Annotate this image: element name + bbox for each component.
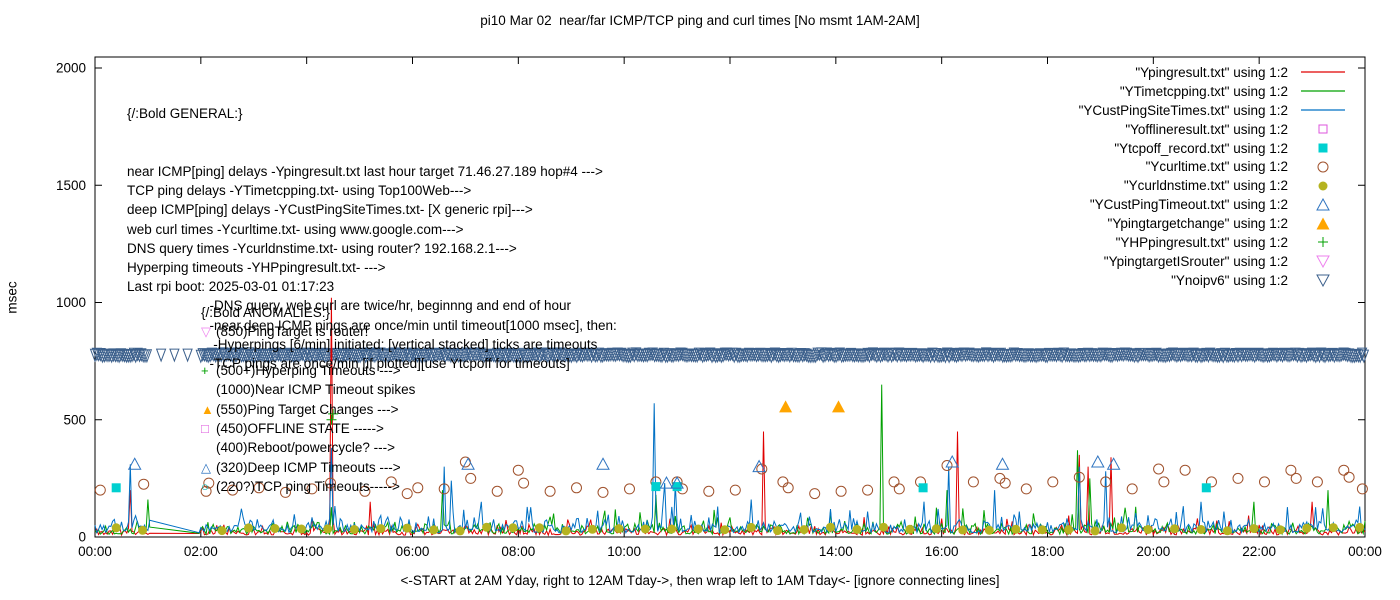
general-heading: {/:Bold GENERAL:} xyxy=(127,106,243,122)
svg-text:08:00: 08:00 xyxy=(501,544,535,559)
svg-text:10:00: 10:00 xyxy=(607,544,641,559)
legend-entry: "YCustPingTimeout.txt" using 1:2 xyxy=(1079,195,1348,214)
general-line: web curl times -Ycurltime.txt- using www… xyxy=(127,221,464,237)
anomaly-item: □ (450)OFFLINE STATE -----> xyxy=(201,419,415,438)
general-annotations: {/:Bold GENERAL:} near ICMP[ping] delays… xyxy=(127,66,617,412)
anomaly-text: (220?)TCP ping Timeouts-----> xyxy=(216,479,400,495)
svg-text:00:00: 00:00 xyxy=(1348,544,1382,559)
anomaly-item: ▲ (550)Ping Target Changes ---> xyxy=(201,400,415,419)
svg-text:00:00: 00:00 xyxy=(78,544,112,559)
svg-text:1000: 1000 xyxy=(56,295,86,310)
y-axis-label: msec xyxy=(4,281,20,314)
legend-entry-label: "Yofflineresult.txt" using 1:2 xyxy=(1125,121,1288,137)
legend-line-sample-icon xyxy=(1298,65,1348,79)
svg-text:18:00: 18:00 xyxy=(1031,544,1065,559)
legend-entry: "Ycurltime.txt" using 1:2 xyxy=(1079,157,1348,176)
legend-entry: "Ypingtargetchange" using 1:2 xyxy=(1079,214,1348,233)
general-line: Hyperping timeouts -YHPpingresult.txt- -… xyxy=(127,260,386,276)
svg-text:20:00: 20:00 xyxy=(1136,544,1170,559)
legend-entry-label: "Ycurltime.txt" using 1:2 xyxy=(1145,159,1288,175)
legend-entry-label: "Ytcpoff_record.txt" using 1:2 xyxy=(1114,140,1288,156)
chart-legend: "Ypingresult.txt" using 1:2 "YTimetcpping… xyxy=(1079,63,1348,290)
anomaly-item: ○ (220?)TCP ping Timeouts-----> xyxy=(201,477,415,496)
legend-entry-label: "Ycurldnstime.txt" using 1:2 xyxy=(1123,178,1288,194)
anomaly-marker-icon: + xyxy=(201,362,209,378)
legend-entry: "Yofflineresult.txt" using 1:2 xyxy=(1079,120,1348,139)
anomaly-marker-icon: ○ xyxy=(201,479,209,495)
legend-entry: "Ytcpoff_record.txt" using 1:2 xyxy=(1079,139,1348,158)
x-axis-label: <-START at 2AM Yday, right to 12AM Tday-… xyxy=(400,573,1000,588)
legend-marker-icon xyxy=(1298,273,1348,288)
svg-text:02:00: 02:00 xyxy=(184,544,218,559)
legend-marker-icon xyxy=(1298,122,1348,136)
legend-marker-icon xyxy=(1298,235,1348,249)
anomaly-text: (320)Deep ICMP Timeouts ---> xyxy=(216,459,401,475)
svg-text:06:00: 06:00 xyxy=(396,544,430,559)
anomaly-marker-icon: ▽ xyxy=(201,324,211,340)
legend-entry: "Ypingresult.txt" using 1:2 xyxy=(1079,63,1348,82)
anomaly-text: (550)Ping Target Changes ---> xyxy=(216,401,399,417)
legend-entry-label: "YpingtargetISrouter" using 1:2 xyxy=(1103,253,1288,269)
anomaly-text: (850)PingTarget is router! xyxy=(216,324,369,340)
legend-entry-label: "Ypingtargetchange" using 1:2 xyxy=(1107,216,1288,232)
svg-text:14:00: 14:00 xyxy=(819,544,853,559)
legend-entry: "YpingtargetISrouter" using 1:2 xyxy=(1079,252,1348,271)
svg-text:0: 0 xyxy=(78,530,86,545)
svg-text:12:00: 12:00 xyxy=(713,544,747,559)
svg-text:22:00: 22:00 xyxy=(1242,544,1276,559)
legend-entry-label: "Ynoipv6" using 1:2 xyxy=(1171,272,1288,288)
legend-marker-icon xyxy=(1298,141,1348,155)
anomaly-marker-icon: △ xyxy=(201,459,211,475)
legend-marker-icon xyxy=(1298,179,1348,193)
anomaly-item: (1000)Near ICMP Timeout spikes xyxy=(201,380,415,399)
anomaly-item: + (500+)Hyperping Timeouts ---> xyxy=(201,361,415,380)
anomaly-marker-icon: ▲ xyxy=(201,401,214,417)
legend-marker-icon xyxy=(1298,160,1348,174)
chart-title: pi10 Mar 02 near/far ICMP/TCP ping and c… xyxy=(480,13,920,28)
legend-entry: "YTimetcpping.txt" using 1:2 xyxy=(1079,82,1348,101)
legend-entry-label: "Ypingresult.txt" using 1:2 xyxy=(1135,64,1288,80)
legend-line-sample-icon xyxy=(1298,103,1348,117)
svg-text:04:00: 04:00 xyxy=(290,544,324,559)
legend-entry: "YHPpingresult.txt" using 1:2 xyxy=(1079,233,1348,252)
general-line: DNS query times -Ycurldnstime.txt- using… xyxy=(127,240,517,256)
anomaly-text: (1000)Near ICMP Timeout spikes xyxy=(216,382,416,398)
legend-entry: "Ycurldnstime.txt" using 1:2 xyxy=(1079,176,1348,195)
anomaly-text: (500+)Hyperping Timeouts ---> xyxy=(216,362,401,378)
general-line: TCP ping delays -YTimetcpping.txt- using… xyxy=(127,183,472,199)
general-line: -DNS query, web curl are twice/hr, begin… xyxy=(127,298,571,314)
legend-entry: "Ynoipv6" using 1:2 xyxy=(1079,271,1348,290)
legend-marker-icon xyxy=(1298,197,1348,212)
general-line: near ICMP[ping] delays -Ypingresult.txt … xyxy=(127,164,603,180)
anomaly-marker-icon: □ xyxy=(201,421,209,437)
general-line: -Hyperpings [6/min] initiated; [vertical… xyxy=(127,336,598,352)
general-line: deep ICMP[ping] delays -YCustPingSiteTim… xyxy=(127,202,533,218)
legend-entry-label: "YHPpingresult.txt" using 1:2 xyxy=(1115,234,1288,250)
legend-entry-label: "YCustPingSiteTimes.txt" using 1:2 xyxy=(1078,102,1288,118)
legend-entry: "YCustPingSiteTimes.txt" using 1:2 xyxy=(1079,101,1348,120)
legend-entry-label: "YTimetcpping.txt" using 1:2 xyxy=(1119,83,1288,99)
general-line: -TCP pings are once/min [if plotted][use… xyxy=(127,356,570,372)
anomalies-heading: {/:Bold ANOMALIES:} xyxy=(201,305,331,320)
anomaly-text: (450)OFFLINE STATE -----> xyxy=(216,421,384,437)
anomaly-item: ▽ (850)PingTarget is router! xyxy=(201,322,415,341)
legend-entry-label: "YCustPingTimeout.txt" using 1:2 xyxy=(1089,197,1288,213)
svg-text:16:00: 16:00 xyxy=(925,544,959,559)
anomaly-annotations: {/:Bold ANOMALIES:} ▽ (850)PingTarget is … xyxy=(201,303,415,497)
anomaly-item: (400)Reboot/powercycle? ---> xyxy=(201,438,415,457)
anomaly-text: (400)Reboot/powercycle? ---> xyxy=(216,440,395,456)
anomaly-item: △ (320)Deep ICMP Timeouts ---> xyxy=(201,458,415,477)
general-line: -near,deep ICMP pings are once/min until… xyxy=(127,317,617,333)
svg-text:500: 500 xyxy=(63,412,86,427)
general-line: Last rpi boot: 2025-03-01 01:17:23 xyxy=(127,279,335,295)
legend-line-sample-icon xyxy=(1298,84,1348,98)
legend-marker-icon xyxy=(1298,254,1348,269)
legend-marker-icon xyxy=(1298,217,1348,231)
svg-text:1500: 1500 xyxy=(56,178,86,193)
svg-text:2000: 2000 xyxy=(56,61,86,76)
general-lines: near ICMP[ping] delays -Ypingresult.txt … xyxy=(127,162,617,373)
